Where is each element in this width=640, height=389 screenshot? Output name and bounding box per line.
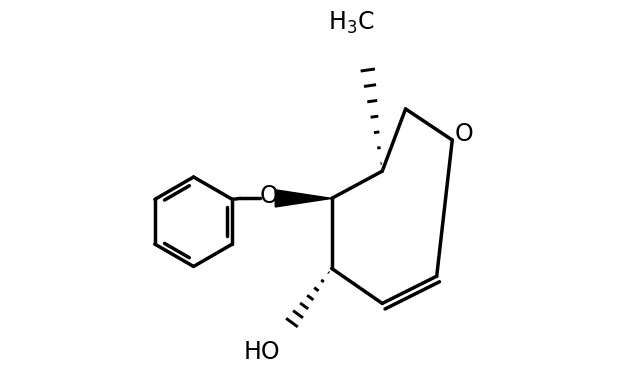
Text: O: O [454, 122, 474, 146]
Text: HO: HO [243, 340, 280, 364]
Text: O: O [260, 184, 279, 209]
Polygon shape [275, 190, 332, 207]
Text: H$_3$C: H$_3$C [328, 10, 374, 37]
